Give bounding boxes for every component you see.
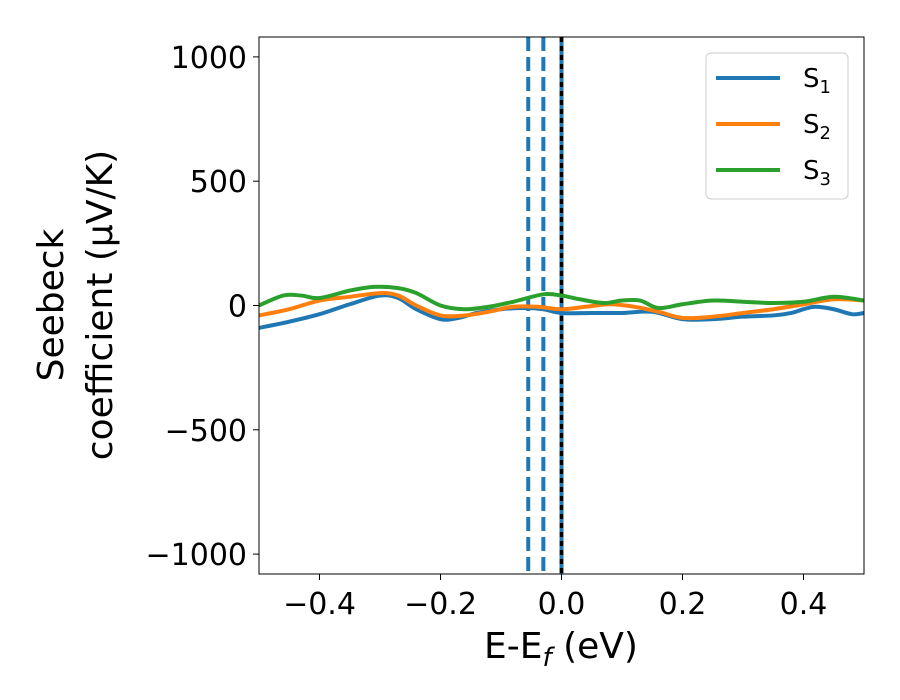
y-axis-label-line2: coefficient (μV/K) <box>80 150 121 460</box>
x-axis: −0.4 −0.2 0.0 0.2 0.4 <box>283 574 827 622</box>
legend: S1 S2 S3 <box>705 52 849 200</box>
x-tick-label: −0.4 <box>283 587 356 622</box>
y-axis: 1000 500 0 −500 −1000 <box>146 41 259 573</box>
y-tick-label: −500 <box>165 414 247 449</box>
legend-label-2: S2 <box>803 110 831 144</box>
series-line-2 <box>259 291 864 321</box>
y-axis-label-line1: Seebeck <box>31 228 72 381</box>
y-tick-label: 0 <box>228 290 247 325</box>
series-lines <box>259 284 864 330</box>
legend-label-1: S1 <box>803 64 831 98</box>
series-line-3 <box>259 284 864 312</box>
x-tick-label: 0.2 <box>659 587 707 622</box>
x-tick-label: 0.0 <box>538 587 586 622</box>
y-tick-label: −1000 <box>146 538 247 573</box>
legend-label-3: S3 <box>803 156 831 190</box>
x-axis-label: E-Ef (eV) <box>484 626 638 673</box>
y-tick-label: 500 <box>190 165 247 200</box>
series-line-1 <box>259 293 864 330</box>
y-tick-label: 1000 <box>171 41 247 76</box>
x-tick-label: −0.2 <box>404 587 477 622</box>
x-tick-label: 0.4 <box>780 587 828 622</box>
